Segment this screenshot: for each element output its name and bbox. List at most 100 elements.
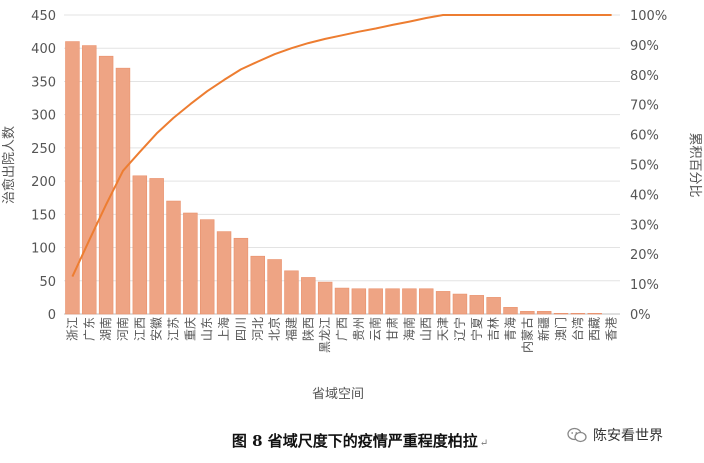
- y2-tick-label: 40%: [630, 188, 659, 203]
- x-tick-label: 香港: [605, 317, 619, 341]
- y2-tick-label: 100%: [630, 9, 667, 24]
- bar: [536, 311, 552, 315]
- gridlines: [64, 14, 620, 315]
- figure-caption: 图 8 省域尺度下的疫情严重程度柏拉 ↵: [150, 430, 570, 451]
- bar: [385, 288, 400, 315]
- x-tick-label: 河北: [251, 317, 265, 341]
- y-tick-label: 350: [31, 75, 56, 90]
- x-tick-label: 山东: [200, 317, 214, 341]
- bar: [166, 200, 181, 315]
- x-tick-label: 辽宁: [452, 317, 467, 341]
- bar: [435, 291, 451, 315]
- x-tick-label: 上海: [216, 317, 231, 341]
- y2-tick-label: 80%: [630, 69, 659, 84]
- x-tick-label: 安徽: [149, 317, 164, 341]
- x-tick-label: 内蒙古: [519, 317, 534, 353]
- bar: [570, 313, 586, 315]
- y-tick-label: 200: [31, 175, 56, 190]
- x-tick-label: 四川: [234, 317, 248, 341]
- y2-tick-label: 30%: [630, 218, 659, 233]
- bar: [334, 287, 350, 315]
- x-tick-label: 陕西: [300, 317, 315, 341]
- cumulative-line: [71, 14, 612, 278]
- y-tick-label: 100: [31, 242, 56, 257]
- bar: [199, 219, 215, 315]
- x-tick-label: 贵州: [352, 317, 366, 341]
- x-tick-label: 青海: [502, 317, 517, 341]
- bar: [183, 212, 198, 315]
- y-tick-label: 450: [31, 9, 56, 24]
- bar: [250, 255, 265, 315]
- x-tick-label: 云南: [368, 317, 383, 341]
- x-tick-label: 澳门: [553, 317, 568, 341]
- y-tick-label: 150: [31, 208, 56, 223]
- bar: [267, 259, 282, 315]
- bar: [317, 281, 333, 315]
- x-tick-label: 山西: [419, 317, 433, 341]
- bar: [301, 277, 316, 315]
- watermark: 陈安看世界: [567, 425, 663, 445]
- x-tick-label: 海南: [401, 317, 416, 341]
- y2-tick-label: 60%: [630, 129, 659, 144]
- watermark-text: 陈安看世界: [593, 428, 663, 444]
- bar: [469, 295, 485, 315]
- x-tick-label: 宁夏: [469, 317, 484, 341]
- x-tick-label: 湖南: [98, 317, 113, 341]
- y2-tick-label: 70%: [630, 99, 659, 114]
- x-tick-label: 西藏: [588, 317, 602, 341]
- bar: [65, 41, 80, 315]
- bar: [553, 313, 569, 315]
- x-axis-label: 省域空间: [312, 387, 364, 402]
- bar: [115, 67, 131, 315]
- y-axis-label: 治愈出院人数: [2, 126, 17, 204]
- x-tick-label: 新疆: [536, 317, 551, 341]
- y-tick-label: 400: [31, 42, 56, 57]
- y2-tick-label: 20%: [630, 248, 659, 263]
- bar: [98, 55, 114, 315]
- bar: [419, 288, 434, 315]
- wechat-icon: [567, 427, 587, 443]
- left-axis-ticks: 0 50 100 150 200 250 300 350 400 450: [31, 9, 56, 323]
- bar: [149, 178, 164, 315]
- bar: [520, 311, 535, 315]
- bar: [216, 231, 232, 315]
- x-tick-label: 吉林: [487, 317, 501, 341]
- bar: [452, 293, 468, 315]
- x-tick-label: 福建: [283, 317, 298, 341]
- x-tick-label: 天津: [436, 317, 450, 341]
- x-tick-label: 河南: [115, 317, 130, 341]
- x-tick-label: 甘肃: [386, 317, 400, 341]
- y2-tick-label: 90%: [630, 39, 659, 54]
- y2-tick-label: 50%: [630, 159, 659, 174]
- y-tick-label: 50: [39, 275, 56, 290]
- caption-text: 图 8 省域尺度下的疫情严重程度柏拉: [231, 432, 478, 450]
- x-tick-label: 黑龙江: [318, 317, 332, 353]
- pareto-chart: 0 50 100 150 200 250 300 350 400 450 0% 10% 20% 30% 4…: [2, 9, 702, 402]
- x-tick-label: 江苏: [167, 317, 181, 341]
- x-tick-label: 台湾: [570, 317, 585, 341]
- bar: [132, 175, 148, 315]
- caption-return-mark: ↵: [479, 438, 489, 449]
- x-tick-label: 广西: [335, 317, 349, 341]
- y2-tick-label: 0%: [630, 308, 651, 323]
- bar: [284, 270, 299, 315]
- bar: [233, 237, 249, 315]
- x-tick-label: 北京: [268, 317, 282, 341]
- y-tick-label: 300: [31, 109, 56, 124]
- bar-series: [65, 41, 602, 315]
- bar: [486, 297, 501, 315]
- bar: [503, 307, 518, 315]
- x-tick-label: 江西: [133, 317, 147, 341]
- y-tick-label: 0: [48, 308, 56, 323]
- bar: [351, 288, 367, 315]
- bar: [368, 288, 383, 315]
- y2-axis-label: 累积百分比: [687, 132, 702, 197]
- cumulative-line-series: [71, 14, 612, 278]
- y2-tick-label: 10%: [630, 278, 659, 293]
- x-tick-label: 浙江: [65, 317, 79, 341]
- y-tick-label: 250: [31, 142, 56, 157]
- bar: [82, 45, 97, 315]
- x-axis-ticks: 浙江 广东 湖南 河南 江西 安徽 江苏 重庆 山东 上海 四川 河北 北京 福建 陕西 黑龙江 广西 贵州 云南甘…: [65, 317, 618, 353]
- right-axis-ticks: 0% 10% 20% 30% 40% 50% 60% 70% 80% 90% 100%: [630, 9, 667, 323]
- bar: [402, 288, 417, 315]
